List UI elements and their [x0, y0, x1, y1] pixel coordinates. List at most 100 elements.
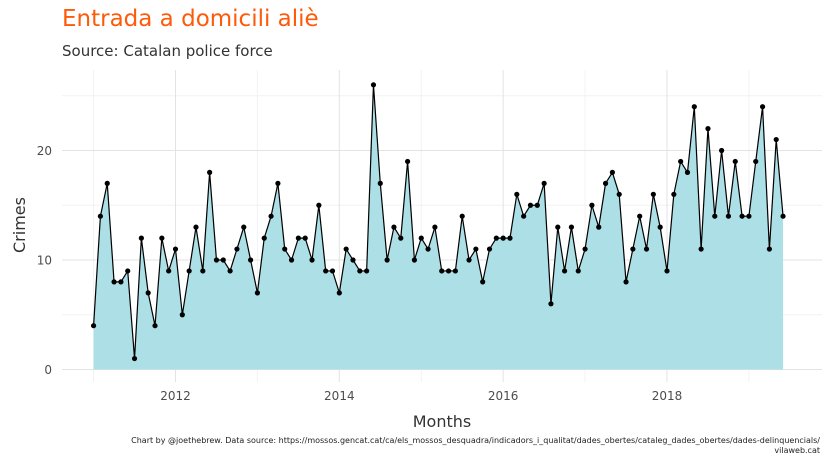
data-point	[241, 224, 247, 230]
data-point	[268, 213, 274, 219]
data-point	[582, 246, 588, 252]
data-point	[411, 257, 418, 263]
data-point	[220, 257, 226, 263]
data-point	[452, 268, 458, 274]
chart-subtitle: Source: Catalan police force	[62, 42, 273, 60]
chart-title: Entrada a domicili aliè	[62, 6, 319, 32]
series-line	[92, 84, 784, 359]
data-point	[282, 246, 288, 252]
data-point	[643, 246, 650, 252]
data-point	[172, 246, 179, 252]
data-point	[350, 257, 356, 263]
data-point	[650, 191, 656, 197]
data-point	[309, 257, 315, 263]
data-point	[712, 213, 718, 219]
data-point	[500, 235, 506, 241]
data-point	[480, 279, 486, 285]
data-point	[377, 180, 383, 186]
y-tick-label: 10	[37, 254, 52, 268]
data-point	[664, 268, 670, 274]
x-tick-label: 2012	[160, 389, 191, 403]
data-point	[541, 180, 547, 186]
data-point	[753, 158, 759, 165]
data-point	[493, 235, 499, 241]
data-point	[391, 224, 397, 230]
data-point	[336, 290, 342, 296]
x-tick-label: 2014	[324, 389, 355, 403]
data-point	[193, 224, 199, 230]
x-tick-labels: 2012 2014 2016 2018	[160, 389, 682, 403]
data-point	[596, 224, 602, 230]
data-point	[254, 290, 261, 296]
data-point	[637, 213, 643, 219]
data-point	[97, 213, 104, 219]
data-point	[746, 213, 752, 219]
data-points	[90, 82, 786, 362]
y-tick-labels: 0 10 20	[37, 144, 52, 377]
data-point	[145, 290, 151, 296]
data-point	[671, 191, 677, 197]
x-tick-label: 2018	[652, 389, 683, 403]
data-point	[562, 268, 568, 274]
data-point	[548, 301, 554, 307]
data-point	[555, 224, 561, 230]
x-tick-label: 2016	[488, 389, 519, 403]
data-point	[207, 169, 213, 175]
data-point	[514, 191, 520, 197]
data-point	[678, 158, 684, 165]
data-point	[780, 213, 786, 219]
data-point	[179, 312, 185, 318]
data-point	[616, 191, 622, 197]
data-point	[630, 246, 636, 252]
data-point	[486, 246, 493, 252]
data-point	[602, 180, 609, 186]
caption-site: vilaweb.cat	[774, 446, 820, 455]
area-fill	[93, 84, 784, 370]
data-point	[459, 213, 465, 219]
data-point	[466, 257, 472, 263]
data-point	[357, 268, 363, 274]
y-axis-label: Crimes	[10, 197, 29, 253]
data-point	[131, 355, 138, 362]
data-point	[521, 213, 527, 219]
data-point	[166, 268, 172, 274]
data-point	[316, 202, 322, 208]
data-point	[159, 235, 165, 241]
data-point	[118, 279, 124, 285]
data-point	[623, 279, 629, 285]
data-point	[732, 158, 738, 165]
data-point	[425, 246, 431, 252]
data-point	[398, 235, 404, 241]
data-point	[766, 246, 773, 252]
data-point	[568, 224, 575, 230]
data-point	[384, 257, 390, 263]
data-point	[589, 202, 595, 208]
data-point	[473, 246, 479, 252]
data-point	[186, 268, 192, 274]
data-point	[370, 82, 377, 88]
data-point	[684, 169, 691, 175]
data-point	[343, 246, 349, 252]
data-point	[527, 202, 534, 208]
data-point	[534, 202, 540, 208]
data-point	[90, 323, 97, 329]
data-point	[418, 235, 424, 241]
x-axis-label: Months	[413, 412, 471, 431]
data-point	[213, 257, 220, 263]
data-point	[227, 268, 233, 274]
data-point	[275, 180, 281, 186]
data-point	[234, 246, 240, 252]
data-point	[575, 268, 581, 274]
data-point	[609, 169, 615, 175]
data-point	[295, 235, 301, 241]
data-point	[773, 136, 779, 143]
data-point	[405, 158, 411, 165]
data-point	[439, 268, 445, 274]
data-point	[288, 257, 295, 263]
data-point	[739, 213, 745, 219]
data-point	[445, 268, 452, 274]
data-point	[719, 147, 725, 154]
data-point	[705, 126, 711, 132]
data-point	[323, 268, 329, 274]
